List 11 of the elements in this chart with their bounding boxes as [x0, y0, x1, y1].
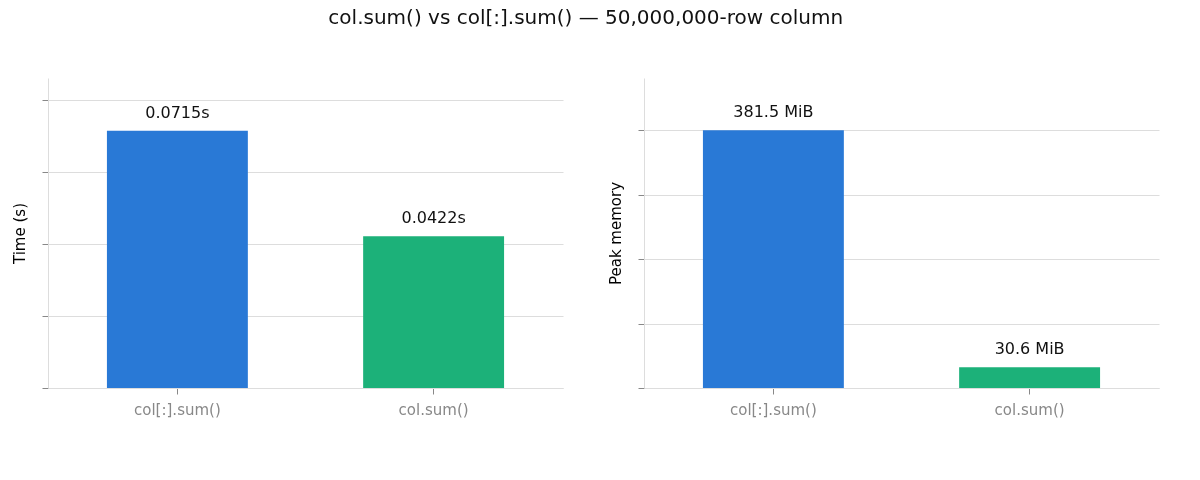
data-label: 0.0715s — [145, 102, 210, 122]
x-tick-label: col.sum() — [994, 400, 1065, 419]
y-axis-title: Peak memory — [607, 181, 625, 286]
x-tick-label: col[:].sum() — [134, 400, 221, 419]
chart-title: col.sum() vs col[:].sum() — 50,000,000-row column — [328, 5, 844, 29]
x-tick-label: col.sum() — [398, 400, 469, 419]
data-label: 30.6 MiB — [994, 339, 1065, 359]
y-axis-title: Time (s) — [11, 203, 29, 265]
data-label: 0.0422s — [401, 208, 466, 228]
x-tick-label: col[:].sum() — [730, 400, 817, 419]
data-label: 381.5 MiB — [733, 102, 814, 122]
